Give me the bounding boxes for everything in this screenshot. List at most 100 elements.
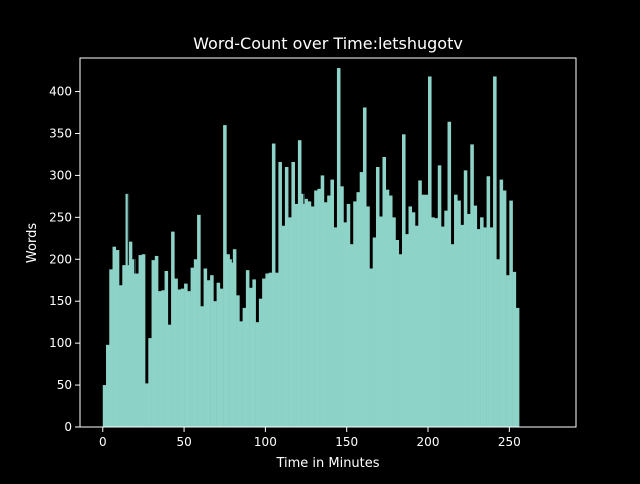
y-tick-label: 250 xyxy=(49,210,72,224)
bar xyxy=(252,279,256,427)
bar xyxy=(369,268,374,427)
bar xyxy=(236,295,240,427)
bar xyxy=(333,227,338,427)
bar xyxy=(375,167,380,427)
bar xyxy=(401,134,406,427)
x-tick-label: 150 xyxy=(335,435,358,449)
bar xyxy=(405,234,409,427)
bar xyxy=(310,206,315,427)
bar-series xyxy=(102,68,520,428)
y-tick-label: 150 xyxy=(49,294,72,308)
bar xyxy=(512,271,517,427)
bar xyxy=(428,76,432,427)
bar xyxy=(473,205,478,427)
bar xyxy=(301,193,305,427)
bar xyxy=(385,189,390,427)
bar xyxy=(119,285,123,427)
bar xyxy=(258,298,263,427)
bar xyxy=(109,269,113,427)
bar xyxy=(499,179,504,427)
bar xyxy=(353,201,357,427)
bar xyxy=(502,190,507,427)
bar xyxy=(151,260,156,427)
bar xyxy=(262,278,266,427)
x-tick-label: 0 xyxy=(99,435,107,449)
bar xyxy=(382,156,387,427)
bar xyxy=(226,254,230,427)
bar xyxy=(164,271,169,427)
bar xyxy=(239,321,243,427)
bar xyxy=(496,259,500,427)
y-tick-label: 350 xyxy=(49,126,72,140)
bar xyxy=(421,194,426,427)
x-tick-label: 200 xyxy=(417,435,440,449)
bar xyxy=(197,214,201,427)
bar xyxy=(145,383,149,427)
bar xyxy=(284,167,289,427)
bar xyxy=(128,241,133,427)
bar xyxy=(271,143,276,428)
bar xyxy=(336,68,341,427)
bar xyxy=(216,282,221,427)
bar xyxy=(141,254,146,427)
y-tick-label: 400 xyxy=(49,85,72,99)
bar xyxy=(307,201,312,427)
bar xyxy=(317,188,321,427)
bar xyxy=(437,165,442,427)
bar xyxy=(356,192,361,427)
bar xyxy=(291,161,295,428)
bar xyxy=(340,186,344,427)
bar xyxy=(167,324,172,427)
bar xyxy=(255,322,260,427)
bar xyxy=(359,172,364,427)
bar xyxy=(330,179,334,427)
bar xyxy=(174,278,178,427)
bar xyxy=(122,265,126,427)
bar xyxy=(135,273,139,427)
bar xyxy=(200,306,204,427)
bar xyxy=(349,244,354,427)
bar xyxy=(441,226,445,427)
x-tick-label: 50 xyxy=(176,435,191,449)
bar xyxy=(327,195,331,427)
bar xyxy=(320,175,325,427)
bar xyxy=(460,224,465,427)
bar xyxy=(171,231,175,427)
bar xyxy=(242,307,247,427)
bar xyxy=(457,200,461,427)
bar xyxy=(388,195,393,427)
bar xyxy=(343,222,347,427)
bar xyxy=(232,249,237,427)
y-axis-ticks: 0 50 100 150 200 250 300 350 400 xyxy=(49,85,80,434)
bar xyxy=(161,290,165,427)
bar xyxy=(415,225,419,427)
y-tick-label: 0 xyxy=(64,420,72,434)
bar xyxy=(106,344,110,427)
bar xyxy=(444,210,448,427)
bar xyxy=(213,301,217,427)
bar xyxy=(184,283,188,427)
bar xyxy=(509,200,513,427)
bar xyxy=(323,202,328,427)
y-tick-label: 100 xyxy=(49,336,72,350)
bar xyxy=(193,259,198,427)
bar xyxy=(229,259,234,427)
bar xyxy=(268,272,273,427)
bar xyxy=(219,288,224,428)
bar xyxy=(278,161,282,428)
bar xyxy=(480,217,484,427)
bar xyxy=(203,268,208,427)
bar xyxy=(177,289,182,427)
bar xyxy=(249,287,253,427)
x-tick-label: 250 xyxy=(498,435,521,449)
bar xyxy=(115,250,120,427)
x-axis-label: Time in Minutes xyxy=(275,456,379,471)
bar xyxy=(288,217,292,427)
chart-title: Word-Count over Time:letshugotv xyxy=(193,34,463,53)
bar xyxy=(304,198,308,427)
bar xyxy=(366,206,370,427)
bar xyxy=(506,275,510,427)
bar xyxy=(408,206,413,427)
